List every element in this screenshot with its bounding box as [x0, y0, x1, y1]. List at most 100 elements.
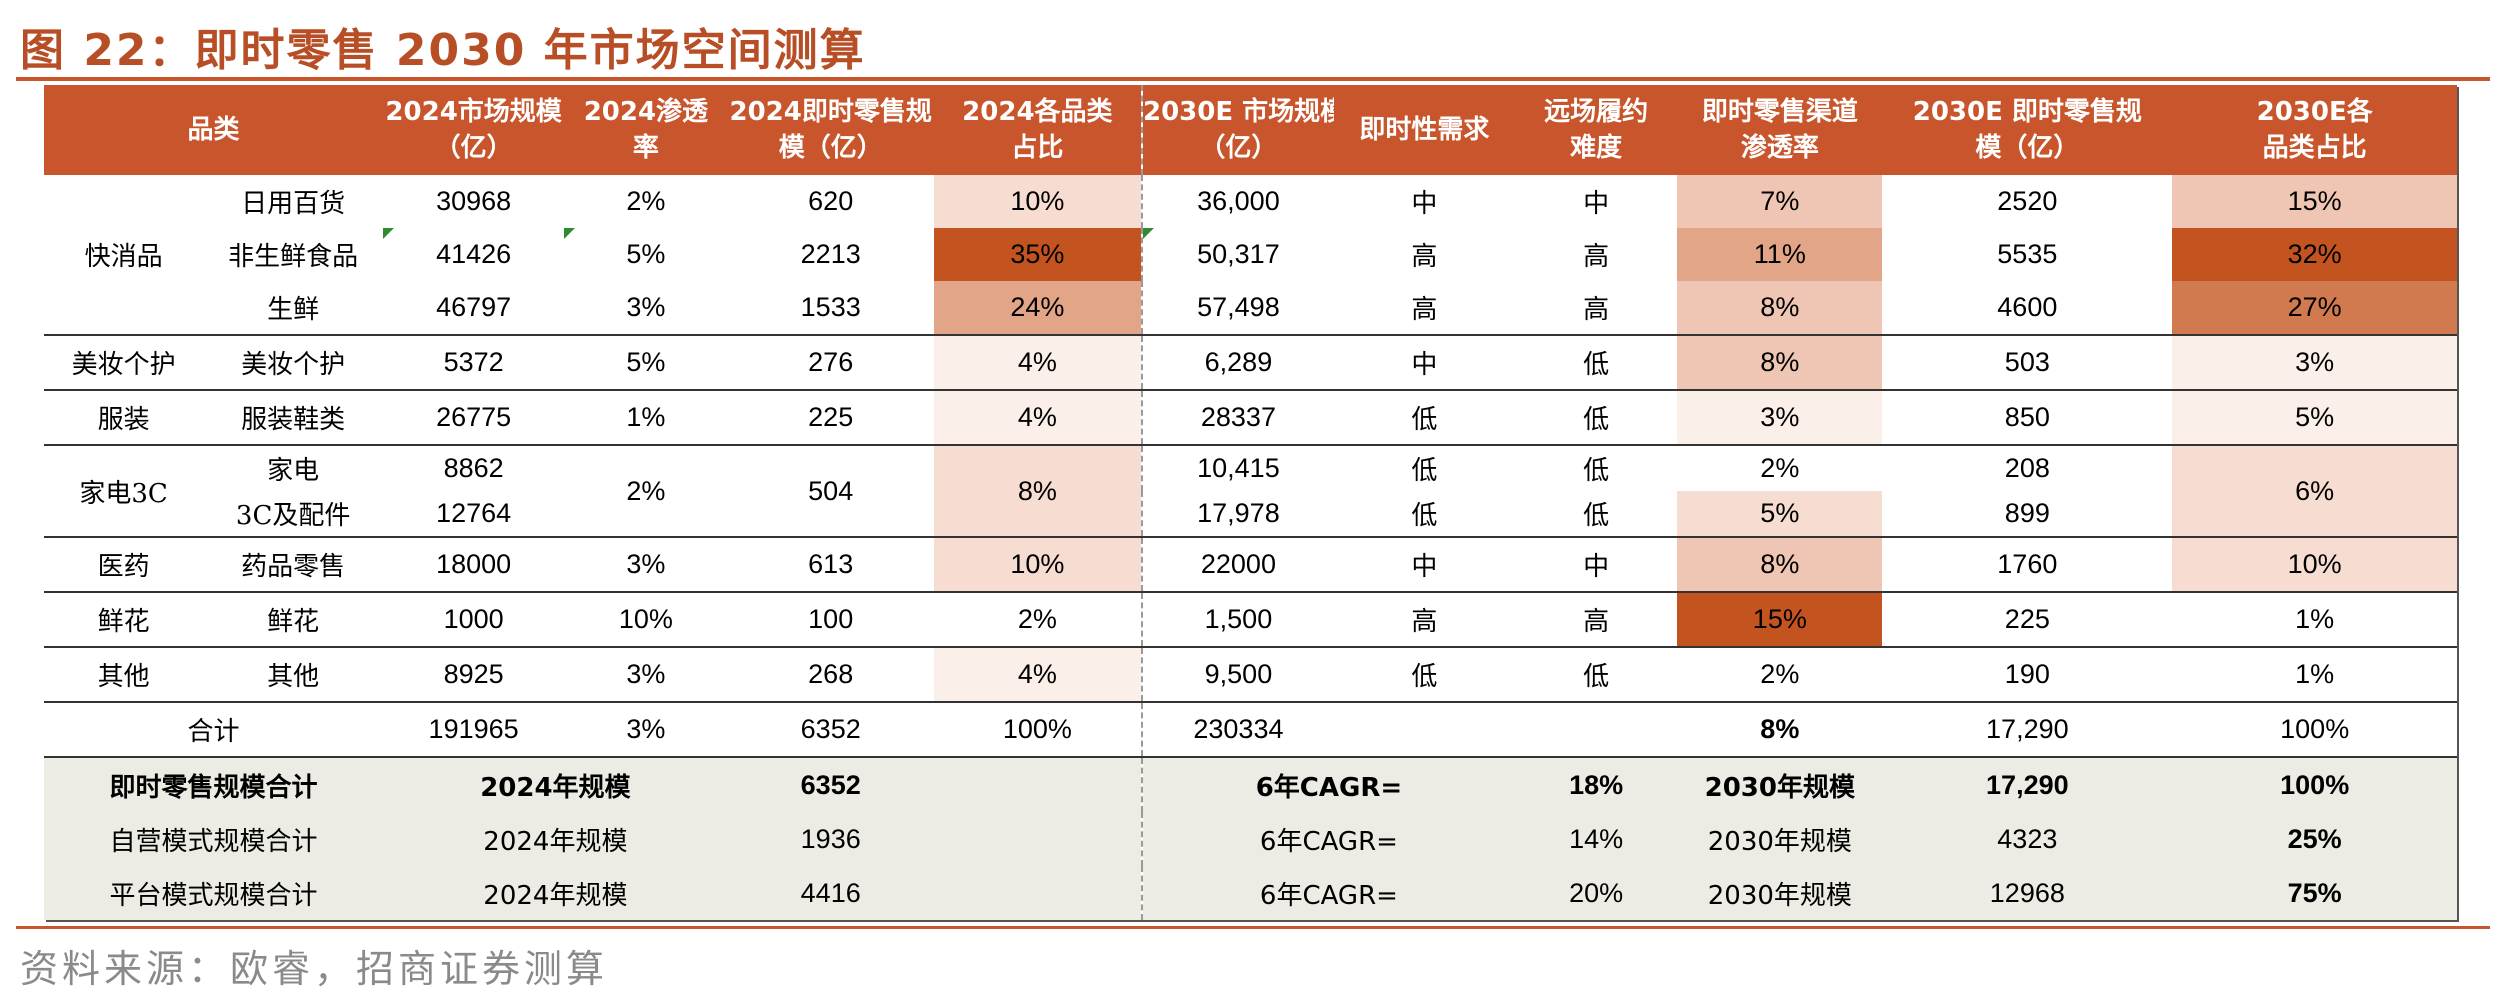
- heat-cell: 5%: [2172, 389, 2457, 445]
- cell: 1%: [564, 389, 728, 445]
- heat-cell: 4%: [933, 646, 1142, 702]
- cell: 4600: [1997, 292, 2058, 322]
- cell: 2520: [1997, 186, 2058, 216]
- cell: 低: [1514, 389, 1678, 445]
- cell: 36,000: [1140, 175, 1334, 228]
- summary-cagr-label: 6年CAGR=: [1140, 866, 1515, 920]
- heat-cell: 15%: [2172, 175, 2457, 228]
- cell: 6352: [727, 701, 934, 757]
- summary-cagr-label: 6年CAGR=: [1140, 756, 1515, 812]
- cell: 50,317: [1140, 228, 1334, 281]
- summary-cagr-label: 6年CAGR=: [1140, 812, 1515, 866]
- title-rule: [16, 77, 2490, 81]
- cell: 低: [1333, 646, 1515, 702]
- total-row: 合计 191965 3% 6352 100% 230334 8% 17,290 …: [44, 701, 2457, 757]
- heat-cell: 10%: [933, 175, 1142, 228]
- cell: 2%: [564, 444, 728, 537]
- summary-row: 即时零售规模合计 2024年规模 6352 6年CAGR= 18% 2030年规…: [44, 756, 2457, 812]
- cell: 208: [1882, 444, 2173, 491]
- cell: 17,978: [1140, 491, 1334, 537]
- summary-cagr-value: 18%: [1514, 756, 1678, 812]
- cell: 899: [2004, 498, 2050, 528]
- cell: 620: [808, 186, 854, 216]
- table-row: 家电3C 家电 8862 2% 504 8% 10,415 低 低 2% 208…: [44, 444, 2457, 537]
- figure-title: 图 22：即时零售 2030 年市场空间测算: [20, 25, 866, 76]
- cell: 100%: [933, 701, 1142, 757]
- cell: 低: [1583, 501, 1610, 531]
- cell: 225: [1882, 591, 2173, 647]
- summary-value-2030: 12968: [1882, 866, 2173, 920]
- cell: 2%: [1677, 444, 1883, 491]
- summary-cagr-value: 14%: [1514, 812, 1678, 866]
- cell: 中: [1583, 189, 1610, 219]
- empty-cell: [933, 866, 1142, 920]
- cell: 17,290: [1882, 701, 2173, 757]
- sub-label: 家电: [203, 444, 384, 491]
- cell: 2%: [1677, 646, 1883, 702]
- sub-label: 3C及配件: [235, 501, 351, 531]
- group-label: 其他: [44, 646, 204, 702]
- cell: 3%: [564, 701, 728, 757]
- cell: 1%: [2172, 591, 2457, 647]
- cell: 5372: [383, 334, 565, 390]
- cell: 中: [1411, 189, 1438, 219]
- heat-cell: 8%: [1677, 334, 1883, 390]
- summary-year-2024: 2024年规模: [383, 866, 728, 920]
- heat-cell: 32%: [2172, 228, 2457, 281]
- header-instant-2030: 2030E 即时零售规 模（亿）: [1882, 85, 2173, 175]
- cell: 5535: [1997, 239, 2058, 269]
- summary-value-2030: 4323: [1882, 812, 2173, 866]
- cell: 850: [1882, 389, 2173, 445]
- cell: 225: [727, 389, 934, 445]
- cell: 5%: [564, 334, 728, 390]
- heat-cell: 8%: [1677, 281, 1883, 335]
- cell: 5%: [564, 228, 728, 281]
- summary-year-2024: 2024年规模: [383, 812, 728, 866]
- heat-cell: 10%: [2172, 536, 2457, 592]
- cell: 高: [1411, 242, 1438, 272]
- cell: 28337: [1140, 389, 1334, 445]
- cell: 46797: [436, 292, 512, 322]
- summary-year-2030: 2030年规模: [1677, 812, 1883, 866]
- cell: 9,500: [1140, 646, 1334, 702]
- heat-cell: 27%: [2172, 281, 2457, 335]
- cell: 低: [1333, 389, 1515, 445]
- heat-cell: 4%: [933, 334, 1142, 390]
- cell: 230334: [1140, 701, 1334, 757]
- table-row: 快消品 日用百货 30968 2% 620 10% 36,000 中 中 7% …: [44, 175, 2457, 272]
- summary-value-2024: 6352: [727, 756, 934, 812]
- cell: 高: [1583, 242, 1610, 272]
- summary-cagr-value: 20%: [1514, 866, 1678, 920]
- header-urgency: 即时性需求: [1333, 85, 1515, 175]
- summary-value-2030: 17,290: [1882, 756, 2173, 812]
- header-pen-2024: 2024渗透率: [564, 85, 728, 175]
- cell: 高: [1583, 295, 1610, 325]
- header-category: 品类: [44, 85, 384, 175]
- sub-label: 非生鲜食品: [228, 242, 359, 272]
- heat-cell: 24%: [933, 281, 1142, 335]
- summary-year-2030: 2030年规模: [1677, 866, 1883, 920]
- cell: 低: [1514, 646, 1678, 702]
- heat-cell: 3%: [2172, 334, 2457, 390]
- summary-value-2024: 4416: [727, 866, 934, 920]
- heat-cell: 8%: [933, 444, 1142, 537]
- cell: 中: [1333, 334, 1515, 390]
- sub-label: 其他: [203, 646, 384, 702]
- cell: 低: [1514, 334, 1678, 390]
- cell: 1%: [2172, 646, 2457, 702]
- group-label: 美妆个护: [44, 334, 204, 390]
- cell: 6,289: [1140, 334, 1334, 390]
- summary-value-2024: 1936: [727, 812, 934, 866]
- cell: 18000: [383, 536, 565, 592]
- table-row: 3C及配件 12764 17,978 低 低 5% 899: [44, 491, 2457, 537]
- summary-year-2030: 2030年规模: [1677, 756, 1883, 812]
- cell: 503: [1882, 334, 2173, 390]
- market-table: 品类 2024市场规模 （亿） 2024渗透率 2024即时零售规 模（亿） 202…: [44, 85, 2457, 920]
- summary-row: 平台模式规模合计 2024年规模 4416 6年CAGR= 20% 2030年规…: [44, 866, 2457, 920]
- group-label: 快消品: [84, 242, 163, 272]
- table-row: 鲜花 鲜花 1000 10% 100 2% 1,500 高 高 15% 225 …: [44, 591, 2457, 647]
- heat-cell: 11%: [1677, 228, 1883, 281]
- cell: 8862: [383, 444, 565, 491]
- sub-label: 药品零售: [203, 536, 384, 592]
- sub-label: 服装鞋类: [203, 389, 384, 445]
